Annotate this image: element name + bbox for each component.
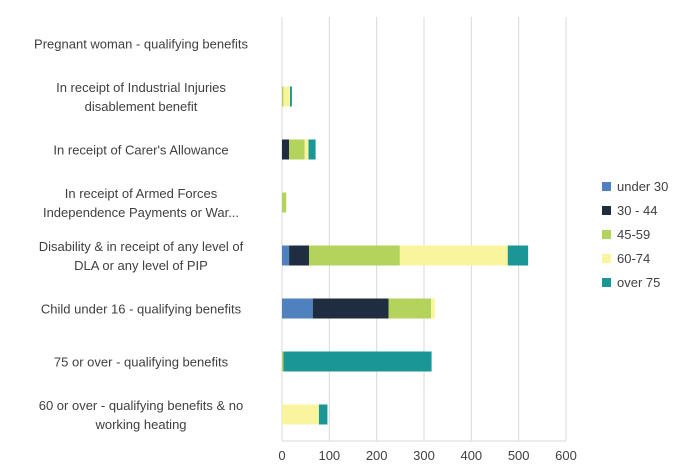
legend-label: over 75 xyxy=(617,275,660,290)
category-label: In receipt of Armed Forces Independence P… xyxy=(43,186,239,220)
x-tick-label: 200 xyxy=(366,448,388,463)
category-labels: Pregnant woman - qualifying benefits In r… xyxy=(34,37,248,433)
bar-segment xyxy=(289,139,305,160)
legend-swatch xyxy=(602,182,611,191)
legend-label: 60-74 xyxy=(617,251,650,266)
bar-segment xyxy=(282,298,313,319)
bar-segment xyxy=(283,351,432,372)
bar-segment xyxy=(388,298,432,319)
bar-segment xyxy=(290,86,292,107)
bars xyxy=(282,86,529,425)
gridlines xyxy=(281,17,567,442)
x-tick-label: 100 xyxy=(318,448,340,463)
bar-segment xyxy=(289,245,309,266)
bar-segment xyxy=(431,298,435,319)
category-label: Pregnant woman - qualifying benefits xyxy=(34,37,248,52)
bar-segment xyxy=(282,192,287,213)
bar-segment xyxy=(282,351,284,372)
category-label: 60 or over - qualifying benefits & no wor… xyxy=(39,398,244,432)
bar-segment xyxy=(282,139,290,160)
category-label: 75 or over - qualifying benefits xyxy=(54,355,229,370)
legend-label: 30 - 44 xyxy=(617,203,657,218)
bar-segment xyxy=(308,139,316,160)
bar-segment xyxy=(304,139,309,160)
legend: under 30 30 - 44 45-59 60-74 over 75 xyxy=(602,179,668,290)
bar-segment xyxy=(282,86,284,107)
bar-segment xyxy=(282,245,290,266)
bar-segment xyxy=(399,245,508,266)
bar-segment xyxy=(282,404,319,425)
legend-label: 45-59 xyxy=(617,227,650,242)
x-tick-label: 500 xyxy=(508,448,530,463)
category-label: In receipt of Industrial Injuries disable… xyxy=(56,80,226,114)
legend-swatch xyxy=(602,206,611,215)
x-tick-label: 600 xyxy=(555,448,577,463)
bar-segment xyxy=(507,245,529,266)
legend-swatch xyxy=(602,278,611,287)
x-tick-label: 400 xyxy=(460,448,482,463)
bar-segment xyxy=(312,298,389,319)
legend-swatch xyxy=(602,254,611,263)
legend-swatch xyxy=(602,230,611,239)
x-axis-ticks: 0 100 200 300 400 500 600 xyxy=(278,448,576,463)
bar-segment xyxy=(283,86,291,107)
category-label: Child under 16 - qualifying benefits xyxy=(41,302,242,317)
x-tick-label: 0 xyxy=(278,448,285,463)
bar-segment xyxy=(318,404,328,425)
category-label: Disability & in receipt of any level of D… xyxy=(39,239,244,273)
legend-label: under 30 xyxy=(617,179,668,194)
category-label: In receipt of Carer's Allowance xyxy=(53,143,228,158)
bar-segment xyxy=(308,245,400,266)
x-tick-label: 300 xyxy=(413,448,435,463)
